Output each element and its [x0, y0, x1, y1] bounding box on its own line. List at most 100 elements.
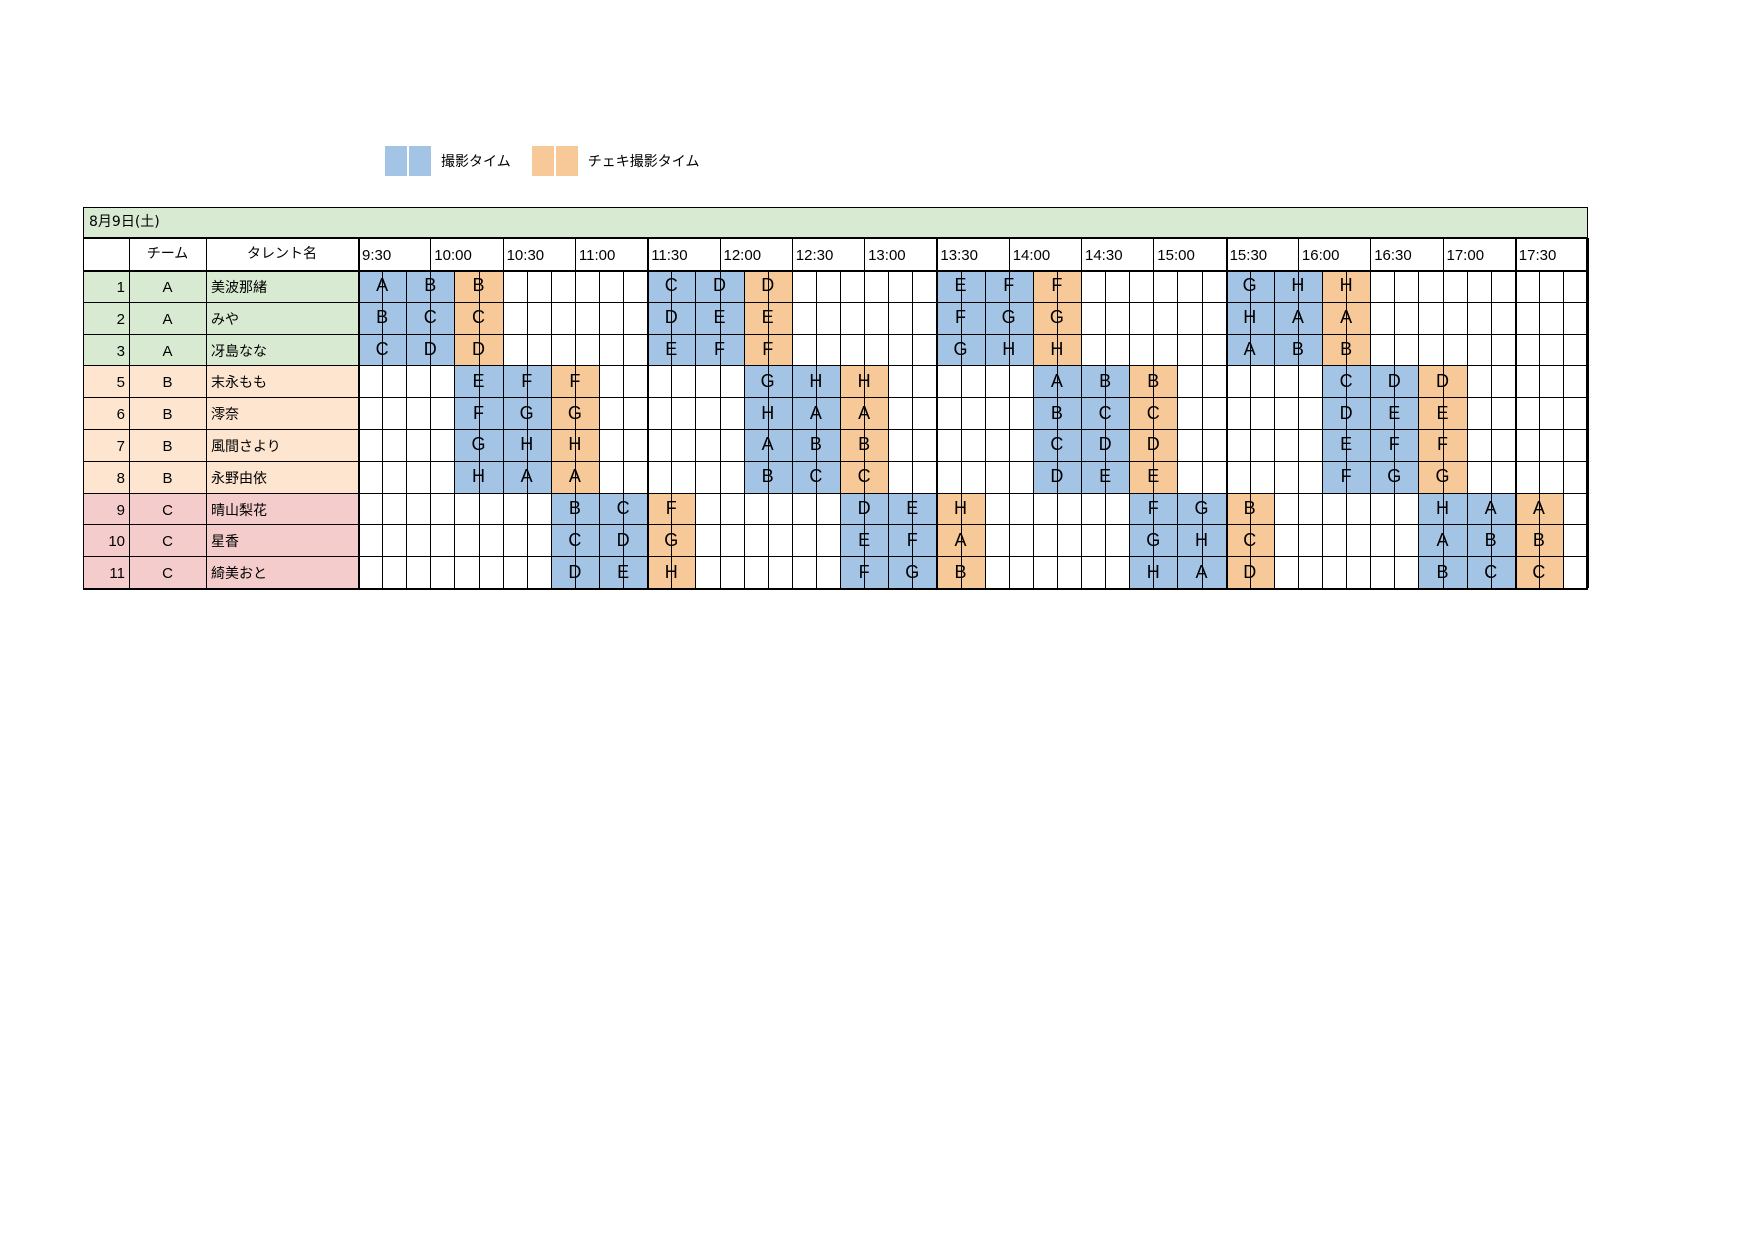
slot-cell: F	[647, 492, 696, 525]
grid-line	[83, 397, 1588, 399]
row-team: A	[162, 279, 173, 296]
row-number: 8	[116, 469, 125, 487]
slot-cell: A	[936, 524, 985, 557]
grid-line	[1490, 270, 1492, 588]
slot-cell: E	[695, 301, 744, 334]
row-team: A	[162, 342, 173, 360]
grid-line	[912, 270, 914, 588]
grid-line	[984, 270, 986, 588]
row-team: C	[162, 501, 173, 519]
row-team: C	[162, 565, 173, 583]
grid-line	[936, 238, 939, 588]
grid-line	[815, 270, 817, 588]
slot-cell: D	[1129, 429, 1178, 461]
slot-cell: F	[936, 301, 985, 334]
schedule-grid: チーム タレント名 9:30 10:00 10:30 11:00 11:30 12:00 12:…	[83, 238, 1590, 590]
grid-line	[83, 333, 1588, 335]
legend-swatch-orange	[531, 145, 554, 176]
grid-line	[430, 238, 432, 588]
slot-cell: C	[1129, 397, 1178, 429]
row-number: 11	[109, 565, 125, 583]
slot-cell: G	[1177, 492, 1226, 525]
time-label: 15:30	[1229, 247, 1268, 264]
slot-cell: D	[1370, 365, 1419, 398]
grid-line	[791, 238, 793, 588]
row-talent-name: みや	[211, 311, 239, 328]
grid-line	[83, 492, 1588, 494]
grid-line	[574, 238, 576, 588]
grid-line	[647, 238, 650, 588]
time-label: 10:00	[434, 247, 472, 264]
grid-line	[623, 270, 625, 588]
team-row-bg	[83, 270, 358, 302]
grid-line	[83, 365, 1588, 367]
time-label: 16:00	[1301, 247, 1340, 264]
grid-line	[695, 270, 697, 588]
slot-cell: H	[454, 460, 503, 493]
grid-line	[526, 270, 528, 588]
grid-line	[1322, 270, 1323, 588]
row-talent-name: 晴山梨花	[211, 502, 267, 519]
grid-line	[1129, 270, 1131, 588]
slot-cell: E	[1370, 397, 1419, 429]
team-row-bg	[83, 365, 358, 398]
grid-line	[1225, 238, 1228, 588]
slot-cell: E	[1129, 460, 1178, 493]
grid-line	[478, 270, 480, 588]
date-bar: 8月9日(土)	[83, 207, 1588, 238]
row-team: B	[162, 374, 173, 392]
grid-line	[743, 270, 745, 588]
legend-swatch-blue	[385, 145, 407, 176]
time-label: 17:00	[1446, 247, 1485, 264]
row-talent-name: 星香	[211, 534, 239, 551]
row-number: 1	[116, 279, 125, 296]
grid-line	[1249, 270, 1251, 588]
grid-line	[206, 238, 207, 588]
grid-line	[129, 238, 130, 588]
slot-cell: G	[454, 429, 503, 461]
legend-label-cheki: チェキ撮影タイム	[587, 153, 700, 170]
time-label: 13:00	[868, 247, 906, 264]
grid-line	[83, 460, 1588, 462]
row-talent-name: 永野由依	[211, 470, 267, 487]
team-row-bg	[83, 524, 358, 557]
grid-line	[454, 270, 456, 588]
time-label: 12:00	[723, 247, 762, 264]
time-label: 13:30	[940, 247, 978, 264]
grid-line	[502, 238, 504, 588]
legend-item-photo: 撮影タイム	[385, 145, 511, 176]
row-number: 3	[116, 342, 125, 360]
team-row-bg	[83, 429, 358, 461]
legend-item-cheki: チェキ撮影タイム	[531, 145, 700, 176]
slot-cell: B	[1129, 365, 1178, 398]
grid-line	[671, 270, 673, 588]
grid-line	[1056, 270, 1058, 588]
grid-line	[1394, 270, 1396, 588]
time-label: 14:00	[1012, 247, 1051, 264]
slot-cell: E	[647, 333, 696, 366]
slot-cell: D	[695, 270, 744, 302]
row-number: 5	[116, 374, 125, 392]
slot-cell: C	[647, 270, 696, 302]
legend-swatch-blue	[409, 145, 431, 176]
slot-cell: G	[1370, 460, 1419, 493]
slot-cell: A	[1177, 556, 1226, 588]
slot-cell: B	[1418, 556, 1467, 588]
row-team: C	[162, 533, 173, 551]
grid-line	[1466, 270, 1468, 588]
slot-cell: D	[647, 301, 696, 334]
slot-cell: D	[454, 333, 503, 366]
row-number: 2	[116, 310, 125, 328]
grid-line	[83, 588, 1588, 590]
grid-line	[767, 270, 769, 588]
grid-line	[1177, 270, 1179, 588]
slot-cell: E	[936, 270, 985, 302]
slot-cell: C	[454, 301, 503, 334]
grid-line	[550, 270, 552, 588]
team-row-bg	[83, 301, 358, 334]
row-team: A	[162, 310, 173, 328]
grid-line	[888, 270, 890, 588]
slot-cell: G	[936, 333, 985, 366]
grid-line	[83, 238, 1588, 239]
grid-line	[83, 429, 1588, 430]
